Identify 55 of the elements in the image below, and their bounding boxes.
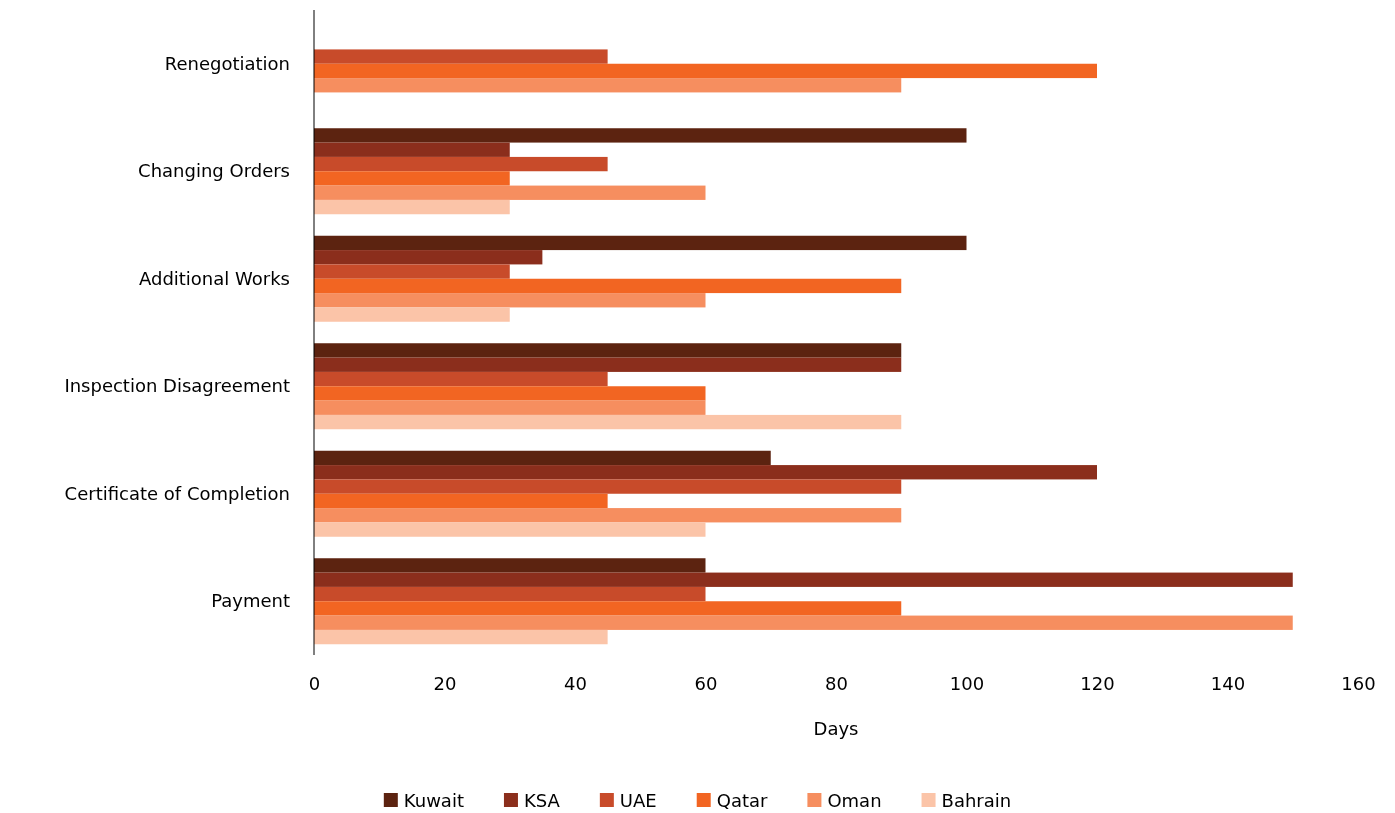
legend-label: Bahrain xyxy=(941,790,1012,811)
bar xyxy=(314,357,902,372)
bar xyxy=(314,49,608,64)
bar xyxy=(314,199,510,215)
x-tick-label: 20 xyxy=(433,672,457,694)
bar xyxy=(314,235,967,251)
bar xyxy=(314,479,902,494)
legend-label: Qatar xyxy=(716,790,768,811)
bar xyxy=(314,156,608,172)
bar xyxy=(314,343,902,358)
bar xyxy=(314,615,1293,630)
y-tick-label: Payment xyxy=(211,590,290,612)
bar xyxy=(314,171,510,186)
bar xyxy=(314,128,967,143)
x-tick-label: 60 xyxy=(694,672,718,694)
bar xyxy=(314,508,902,523)
y-tick-label: Changing Orders xyxy=(138,160,290,182)
bar xyxy=(314,185,706,200)
x-tick-label: 0 xyxy=(308,672,321,694)
bar xyxy=(314,414,902,430)
legend-label: KSA xyxy=(523,790,561,811)
y-tick-label: Renegotiation xyxy=(164,52,290,74)
bar xyxy=(314,78,902,93)
legend-label: Oman xyxy=(827,790,882,811)
bar xyxy=(314,586,706,602)
y-tick-label: Inspection Disagreement xyxy=(64,375,290,397)
bar xyxy=(314,278,902,294)
bar xyxy=(314,601,902,616)
bar xyxy=(314,558,706,573)
bar xyxy=(314,307,510,322)
bar xyxy=(314,629,608,645)
y-tick-label: Certificate of Completion xyxy=(64,482,290,504)
bar xyxy=(314,264,510,279)
x-tick-label: 100 xyxy=(949,672,985,694)
bar xyxy=(314,142,510,157)
x-tick-label: 160 xyxy=(1341,672,1376,694)
x-axis-title: Days xyxy=(813,718,859,739)
bar xyxy=(314,386,706,401)
bar xyxy=(314,493,608,509)
bar xyxy=(314,450,771,466)
bar xyxy=(314,371,608,387)
bar xyxy=(314,465,1097,480)
x-tick-label: 80 xyxy=(825,672,848,694)
bar xyxy=(314,572,1293,587)
bar xyxy=(314,400,706,415)
x-tick-label: 140 xyxy=(1210,672,1246,694)
legend-label: UAE xyxy=(619,790,657,811)
legend-label: Kuwait xyxy=(403,790,464,811)
bar xyxy=(314,63,1097,79)
x-tick-label: 120 xyxy=(1080,672,1115,694)
bar xyxy=(314,293,706,308)
x-tick-label: 40 xyxy=(564,672,587,694)
y-tick-label: Additional Works xyxy=(138,267,290,289)
bar xyxy=(314,522,706,537)
bar xyxy=(314,250,543,265)
